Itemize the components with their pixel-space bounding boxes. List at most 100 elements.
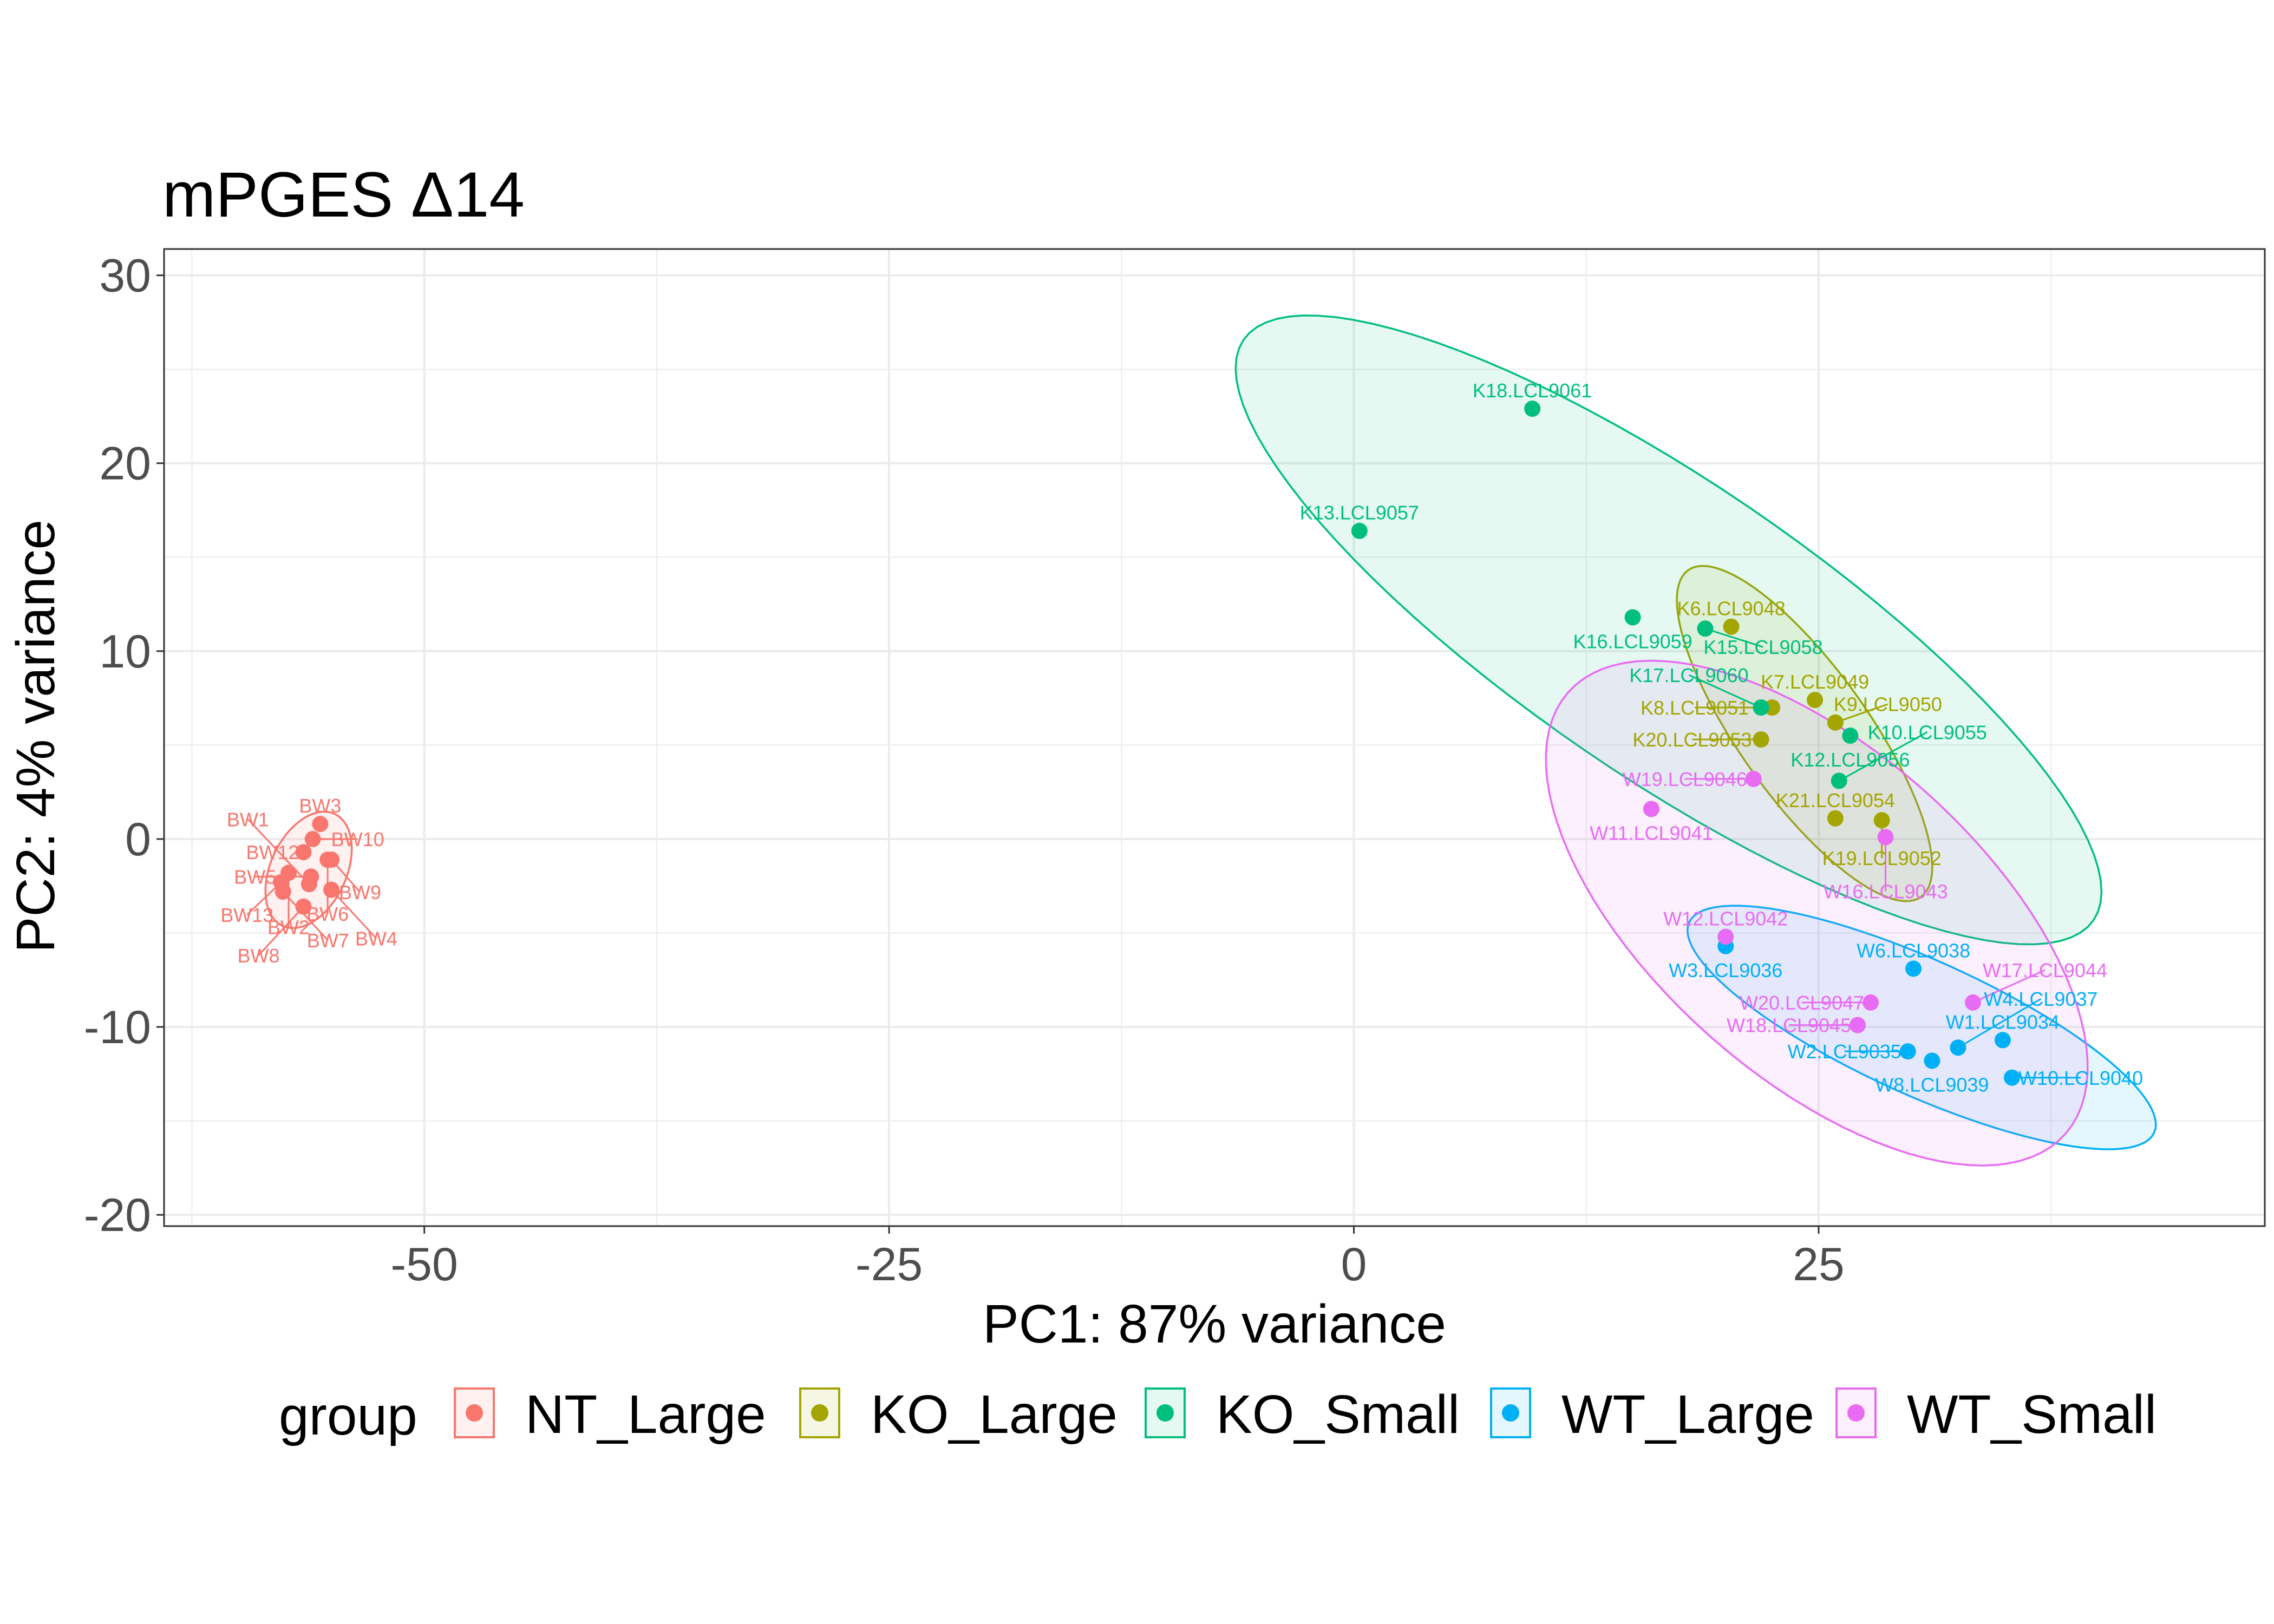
label-connector xyxy=(1835,703,1889,724)
y-tick-label: -20 xyxy=(84,1189,151,1241)
point-bw4 xyxy=(323,881,340,898)
ellipse-wt-large xyxy=(1686,905,2157,1150)
point-label: BW3 xyxy=(299,795,341,817)
legend-label-ko-small: KO_Small xyxy=(1216,1384,1460,1445)
y-tick-label: 30 xyxy=(99,250,151,302)
point-label: BW4 xyxy=(355,928,397,950)
point-k16-lcl9059 xyxy=(1624,609,1641,626)
point-label: K20.LCL9053 xyxy=(1632,729,1752,751)
plot-panel-border xyxy=(163,248,2266,1227)
point-label: W12.LCL9042 xyxy=(1663,907,1788,929)
chart-title: mPGES Δ14 xyxy=(162,159,525,231)
point-label: K15.LCL9058 xyxy=(1703,636,1822,658)
point-label: W18.LCL9045 xyxy=(1727,1014,1851,1037)
point-label: K13.LCL9057 xyxy=(1300,502,1419,524)
legend-label-nt-large: NT_Large xyxy=(525,1384,766,1445)
point-label: BW7 xyxy=(307,929,349,952)
legend-label-ko-large: KO_Large xyxy=(871,1384,1118,1445)
point-label: BW12 xyxy=(246,841,299,863)
point-bw1 xyxy=(300,876,317,893)
point-label: W3.LCL9036 xyxy=(1669,959,1782,981)
x-tick-label: 25 xyxy=(1793,1239,1845,1291)
label-connector xyxy=(1957,998,2042,1049)
point-label: K9.LCL9050 xyxy=(1834,693,1942,716)
point-k9-lcl9050 xyxy=(1827,714,1844,731)
point-label: W4.LCL9037 xyxy=(1984,988,2097,1010)
point-bw13 xyxy=(273,874,290,890)
group-ellipses xyxy=(264,315,2157,1167)
point-w17-lcl9044 xyxy=(1964,994,1981,1011)
label-connector xyxy=(282,891,329,941)
label-connector xyxy=(1838,731,1928,782)
point-w6-lcl9038 xyxy=(1905,960,1922,977)
legend-point-ko-large xyxy=(811,1404,828,1422)
label-connector xyxy=(330,889,377,939)
point-label: BW2 xyxy=(267,916,310,938)
point-w16-lcl9043 xyxy=(1877,829,1894,846)
legend-point-wt-large xyxy=(1502,1404,1519,1422)
point-label: K12.LCL9056 xyxy=(1791,749,1910,771)
y-tick-label: 10 xyxy=(99,626,151,678)
point-label: BW6 xyxy=(306,903,349,925)
point-label: W1.LCL9034 xyxy=(1946,1011,2060,1033)
point-label: K7.LCL9049 xyxy=(1761,671,1869,693)
point-w10-lcl9040 xyxy=(2004,1069,2021,1086)
point-label: W10.LCL9040 xyxy=(2018,1067,2143,1089)
point-k17-lcl9060 xyxy=(1753,699,1769,716)
point-k20-lcl9053 xyxy=(1753,731,1769,748)
legend-point-ko-small xyxy=(1156,1404,1174,1422)
ellipse-ko-small xyxy=(1234,315,2103,946)
point-label: K16.LCL9059 xyxy=(1573,630,1692,652)
label-connector xyxy=(1972,969,2046,1004)
legend-title: group xyxy=(279,1386,417,1446)
point-w2-lcl9035 xyxy=(1899,1043,1916,1060)
point-w12-lcl9042 xyxy=(1717,928,1734,945)
point-label: BW8 xyxy=(238,945,280,967)
point-k21-lcl9054 xyxy=(1827,810,1844,827)
point-k8-lcl9051 xyxy=(1764,699,1781,716)
point-w11-lcl9041 xyxy=(1643,801,1659,817)
point-k7-lcl9049 xyxy=(1807,692,1824,709)
point-label: W16.LCL9043 xyxy=(1823,880,1948,902)
point-label: BW10 xyxy=(331,828,384,850)
point-bw8 xyxy=(295,898,312,915)
point-label: BW5 xyxy=(234,866,276,888)
axis-ticks: -50 -25 0 25 -20 -10 0 10 20 30 xyxy=(84,250,1845,1291)
point-k18-lcl9061 xyxy=(1524,401,1541,417)
point-bw10 xyxy=(304,830,321,847)
label-connector xyxy=(1705,627,1763,648)
point-label: W11.LCL9041 xyxy=(1590,822,1713,844)
legend-point-nt-large xyxy=(466,1404,483,1422)
point-label: BW13 xyxy=(220,904,273,926)
label-connector xyxy=(1688,674,1762,709)
x-tick-label: -25 xyxy=(855,1239,923,1291)
point-label: W17.LCL9044 xyxy=(1983,959,2107,981)
data-points xyxy=(273,401,2021,1086)
x-tick-label: 0 xyxy=(1341,1239,1367,1291)
point-label: K19.LCL9052 xyxy=(1822,847,1942,869)
point-label: W8.LCL9039 xyxy=(1875,1074,1989,1096)
point-bw3 xyxy=(312,816,329,833)
y-axis-title: PC2: 4% variance xyxy=(5,520,66,953)
label-connector xyxy=(258,906,304,956)
point-label: K18.LCL9061 xyxy=(1473,379,1592,402)
point-w4-lcl9037 xyxy=(1950,1039,1966,1056)
point-k19-lcl9052 xyxy=(1873,812,1890,829)
point-label: W19.LCL9046 xyxy=(1623,768,1747,790)
legend-label-wt-small: WT_Small xyxy=(1907,1384,2157,1445)
point-w8-lcl9039 xyxy=(1924,1052,1940,1069)
label-connector xyxy=(247,818,310,885)
point-bw12 xyxy=(295,844,312,861)
point-label: K17.LCL9060 xyxy=(1629,664,1748,686)
point-label: K10.LCL9055 xyxy=(1868,721,1987,743)
point-label: W6.LCL9038 xyxy=(1857,939,1970,961)
point-label: W20.LCL9047 xyxy=(1740,992,1864,1014)
y-tick-label: 0 xyxy=(125,814,151,866)
legend-label-wt-large: WT_Large xyxy=(1561,1384,1814,1445)
x-tick-label: -50 xyxy=(391,1239,458,1291)
point-k10-lcl9055 xyxy=(1831,772,1847,789)
point-label: BW9 xyxy=(339,881,381,903)
legend: group NT_Large KO_Large KO_Small WT_Large WT… xyxy=(279,1384,2157,1446)
